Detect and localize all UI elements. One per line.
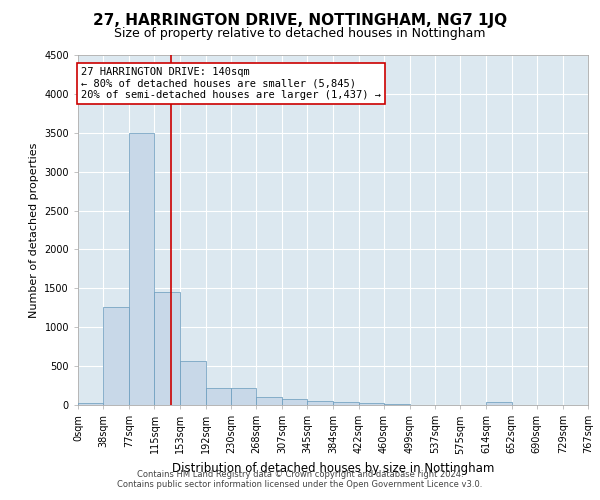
Bar bbox=[486, 402, 512, 405]
Y-axis label: Number of detached properties: Number of detached properties bbox=[29, 142, 38, 318]
Bar bbox=[231, 388, 256, 405]
Bar bbox=[206, 388, 231, 405]
Bar bbox=[384, 404, 410, 405]
Bar bbox=[154, 292, 180, 405]
Text: 27 HARRINGTON DRIVE: 140sqm
← 80% of detached houses are smaller (5,845)
20% of : 27 HARRINGTON DRIVE: 140sqm ← 80% of det… bbox=[82, 66, 382, 100]
Text: 27, HARRINGTON DRIVE, NOTTINGHAM, NG7 1JQ: 27, HARRINGTON DRIVE, NOTTINGHAM, NG7 1J… bbox=[93, 12, 507, 28]
X-axis label: Distribution of detached houses by size in Nottingham: Distribution of detached houses by size … bbox=[172, 462, 494, 475]
Bar bbox=[78, 402, 103, 405]
Bar bbox=[180, 360, 206, 405]
Bar bbox=[307, 401, 334, 405]
Bar bbox=[359, 402, 384, 405]
Bar bbox=[282, 399, 307, 405]
Text: Size of property relative to detached houses in Nottingham: Size of property relative to detached ho… bbox=[114, 28, 486, 40]
Bar bbox=[103, 307, 129, 405]
Bar bbox=[129, 133, 154, 405]
Bar bbox=[334, 402, 359, 405]
Text: Contains HM Land Registry data © Crown copyright and database right 2024.
Contai: Contains HM Land Registry data © Crown c… bbox=[118, 470, 482, 489]
Bar bbox=[256, 397, 282, 405]
